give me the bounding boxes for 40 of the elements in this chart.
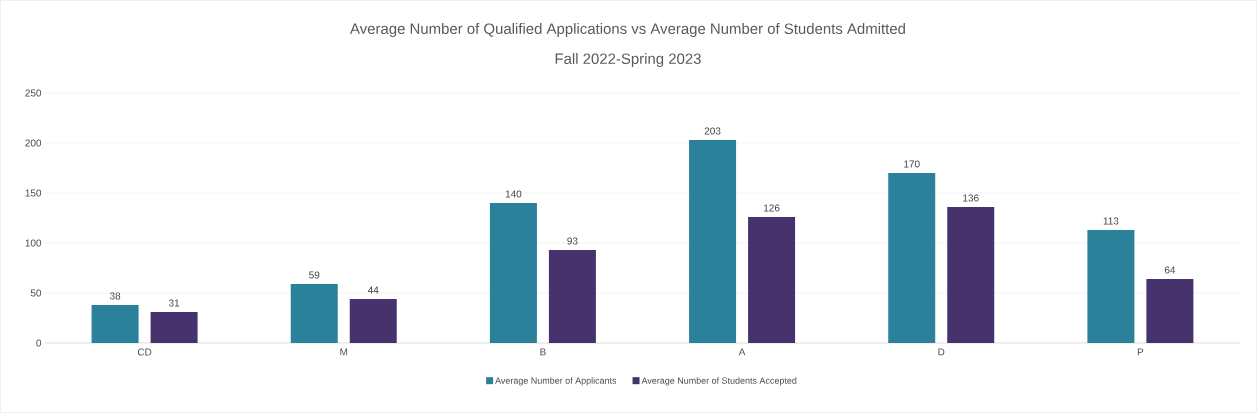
y-tick-label: 50 (30, 289, 42, 297)
y-tick-label: 0 (36, 339, 42, 347)
data-label: 170 (904, 160, 920, 168)
data-label: 136 (963, 194, 979, 202)
x-tick-label: CD (137, 348, 152, 356)
legend-label: Average Number of Applicants (495, 377, 617, 386)
bar (888, 173, 936, 343)
bar (548, 250, 596, 343)
data-label: 140 (505, 190, 522, 198)
data-label: 113 (1103, 217, 1119, 225)
data-label: 31 (168, 299, 180, 307)
data-label: 126 (764, 204, 780, 212)
bar (91, 305, 139, 343)
legend-label: Average Number of Students Accepted (641, 377, 797, 386)
bar (947, 207, 995, 343)
y-tick-label: 100 (25, 239, 42, 247)
y-tick-label: 250 (25, 89, 42, 97)
bar (689, 140, 737, 343)
chart-title: Average Number of Qualified Applications vs Average Number of Students Admitted (350, 23, 905, 37)
bar (290, 284, 338, 343)
data-label: 203 (704, 127, 721, 135)
data-label: 38 (109, 292, 121, 300)
bar (349, 299, 397, 343)
bar (1087, 230, 1135, 343)
x-tick-label: B (540, 348, 546, 356)
data-label: 93 (567, 237, 578, 245)
data-label: 64 (1164, 266, 1176, 274)
chart-subtitle: Fall 2022-Spring 2023 (555, 53, 701, 67)
data-label: 44 (367, 286, 379, 294)
data-label: 59 (309, 271, 320, 279)
x-tick-label: M (340, 348, 348, 356)
x-tick-label: P (1137, 348, 1144, 356)
y-tick-label: 150 (25, 189, 42, 197)
bar (150, 312, 198, 343)
y-tick-label: 200 (25, 139, 42, 147)
bar (1146, 279, 1194, 343)
bar (489, 203, 537, 343)
bar (748, 217, 796, 343)
x-tick-label: A (738, 348, 746, 356)
x-tick-label: D (938, 348, 945, 356)
